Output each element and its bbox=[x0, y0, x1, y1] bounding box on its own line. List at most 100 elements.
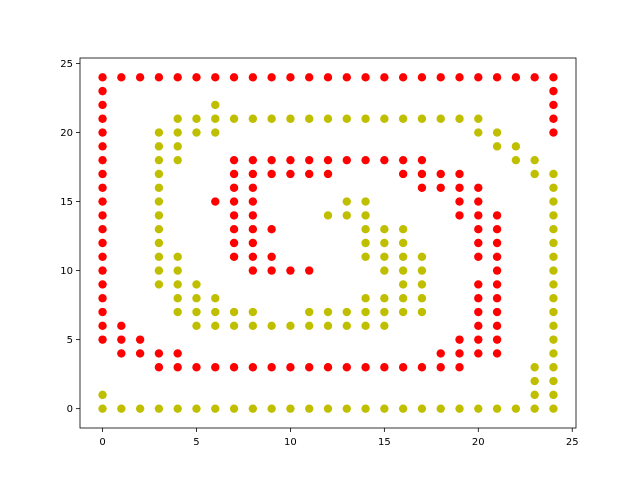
data-point bbox=[455, 363, 464, 372]
data-point bbox=[135, 73, 145, 82]
data-point bbox=[154, 155, 164, 165]
x-tick-label: 0 bbox=[99, 437, 105, 448]
data-point bbox=[305, 266, 314, 275]
data-point bbox=[455, 169, 464, 179]
data-point bbox=[380, 266, 389, 275]
data-point bbox=[530, 155, 539, 165]
data-point bbox=[474, 307, 483, 317]
data-point bbox=[436, 183, 445, 192]
data-point bbox=[229, 252, 239, 262]
data-point bbox=[511, 142, 521, 151]
data-point bbox=[380, 114, 389, 123]
data-point bbox=[98, 335, 107, 344]
data-point bbox=[436, 73, 445, 82]
data-point bbox=[98, 252, 107, 262]
data-point bbox=[417, 114, 427, 123]
data-point bbox=[361, 294, 370, 303]
data-point bbox=[492, 349, 502, 358]
data-point bbox=[211, 363, 220, 372]
data-point bbox=[549, 114, 558, 123]
data-point bbox=[380, 73, 389, 82]
data-point bbox=[398, 363, 408, 372]
data-point bbox=[154, 349, 164, 358]
data-point bbox=[248, 363, 258, 372]
data-point bbox=[342, 211, 351, 220]
data-point bbox=[323, 73, 333, 82]
data-point bbox=[117, 321, 126, 331]
data-point bbox=[154, 211, 164, 220]
data-point bbox=[267, 266, 276, 275]
data-point bbox=[361, 363, 370, 372]
data-point bbox=[474, 349, 483, 358]
data-point bbox=[436, 363, 445, 372]
data-point bbox=[305, 169, 314, 179]
data-point bbox=[192, 128, 201, 137]
data-point bbox=[267, 363, 276, 372]
data-point bbox=[549, 363, 558, 372]
data-point bbox=[173, 155, 182, 165]
data-point bbox=[398, 404, 408, 413]
data-point bbox=[173, 128, 182, 137]
data-point bbox=[98, 321, 107, 331]
data-point bbox=[98, 183, 107, 192]
data-point bbox=[455, 404, 464, 413]
data-point bbox=[549, 321, 558, 331]
data-point bbox=[492, 307, 502, 317]
data-point bbox=[229, 224, 239, 234]
data-point bbox=[492, 335, 502, 344]
data-point bbox=[154, 280, 164, 289]
data-point bbox=[173, 280, 182, 289]
data-point bbox=[173, 114, 182, 123]
data-point bbox=[492, 404, 502, 413]
data-point bbox=[154, 128, 164, 137]
data-point bbox=[474, 197, 483, 206]
data-point bbox=[417, 252, 427, 262]
data-point bbox=[398, 169, 408, 179]
data-point bbox=[154, 197, 164, 206]
data-point bbox=[398, 280, 408, 289]
data-point bbox=[154, 252, 164, 262]
data-point bbox=[267, 224, 276, 234]
data-point bbox=[549, 335, 558, 344]
data-point bbox=[192, 363, 201, 372]
data-point bbox=[342, 404, 351, 413]
data-point bbox=[248, 238, 258, 248]
data-point bbox=[286, 404, 295, 413]
data-point bbox=[549, 266, 558, 275]
data-point bbox=[211, 197, 220, 206]
data-point bbox=[417, 169, 427, 179]
data-point bbox=[474, 335, 483, 344]
data-point bbox=[380, 252, 389, 262]
plot-points bbox=[98, 73, 558, 413]
data-point bbox=[342, 155, 351, 165]
data-point bbox=[98, 169, 107, 179]
data-point bbox=[492, 224, 502, 234]
data-point bbox=[229, 321, 239, 331]
data-point bbox=[248, 307, 258, 317]
data-point bbox=[229, 404, 239, 413]
data-point bbox=[549, 197, 558, 206]
data-point bbox=[211, 100, 220, 110]
data-point bbox=[455, 349, 464, 358]
data-point bbox=[492, 266, 502, 275]
data-point bbox=[192, 73, 201, 82]
data-point bbox=[474, 321, 483, 331]
data-point bbox=[323, 363, 333, 372]
data-point bbox=[380, 238, 389, 248]
data-point bbox=[154, 183, 164, 192]
data-point bbox=[173, 73, 182, 82]
data-point bbox=[286, 114, 295, 123]
data-point bbox=[98, 142, 107, 151]
y-tick-label: 0 bbox=[67, 404, 73, 415]
data-point bbox=[323, 321, 333, 331]
data-point bbox=[173, 294, 182, 303]
data-point bbox=[380, 307, 389, 317]
y-tick-label: 5 bbox=[67, 335, 73, 346]
data-point bbox=[342, 321, 351, 331]
data-point bbox=[248, 266, 258, 275]
data-point bbox=[117, 335, 126, 344]
data-point bbox=[305, 155, 314, 165]
data-point bbox=[305, 404, 314, 413]
data-point bbox=[211, 73, 220, 82]
